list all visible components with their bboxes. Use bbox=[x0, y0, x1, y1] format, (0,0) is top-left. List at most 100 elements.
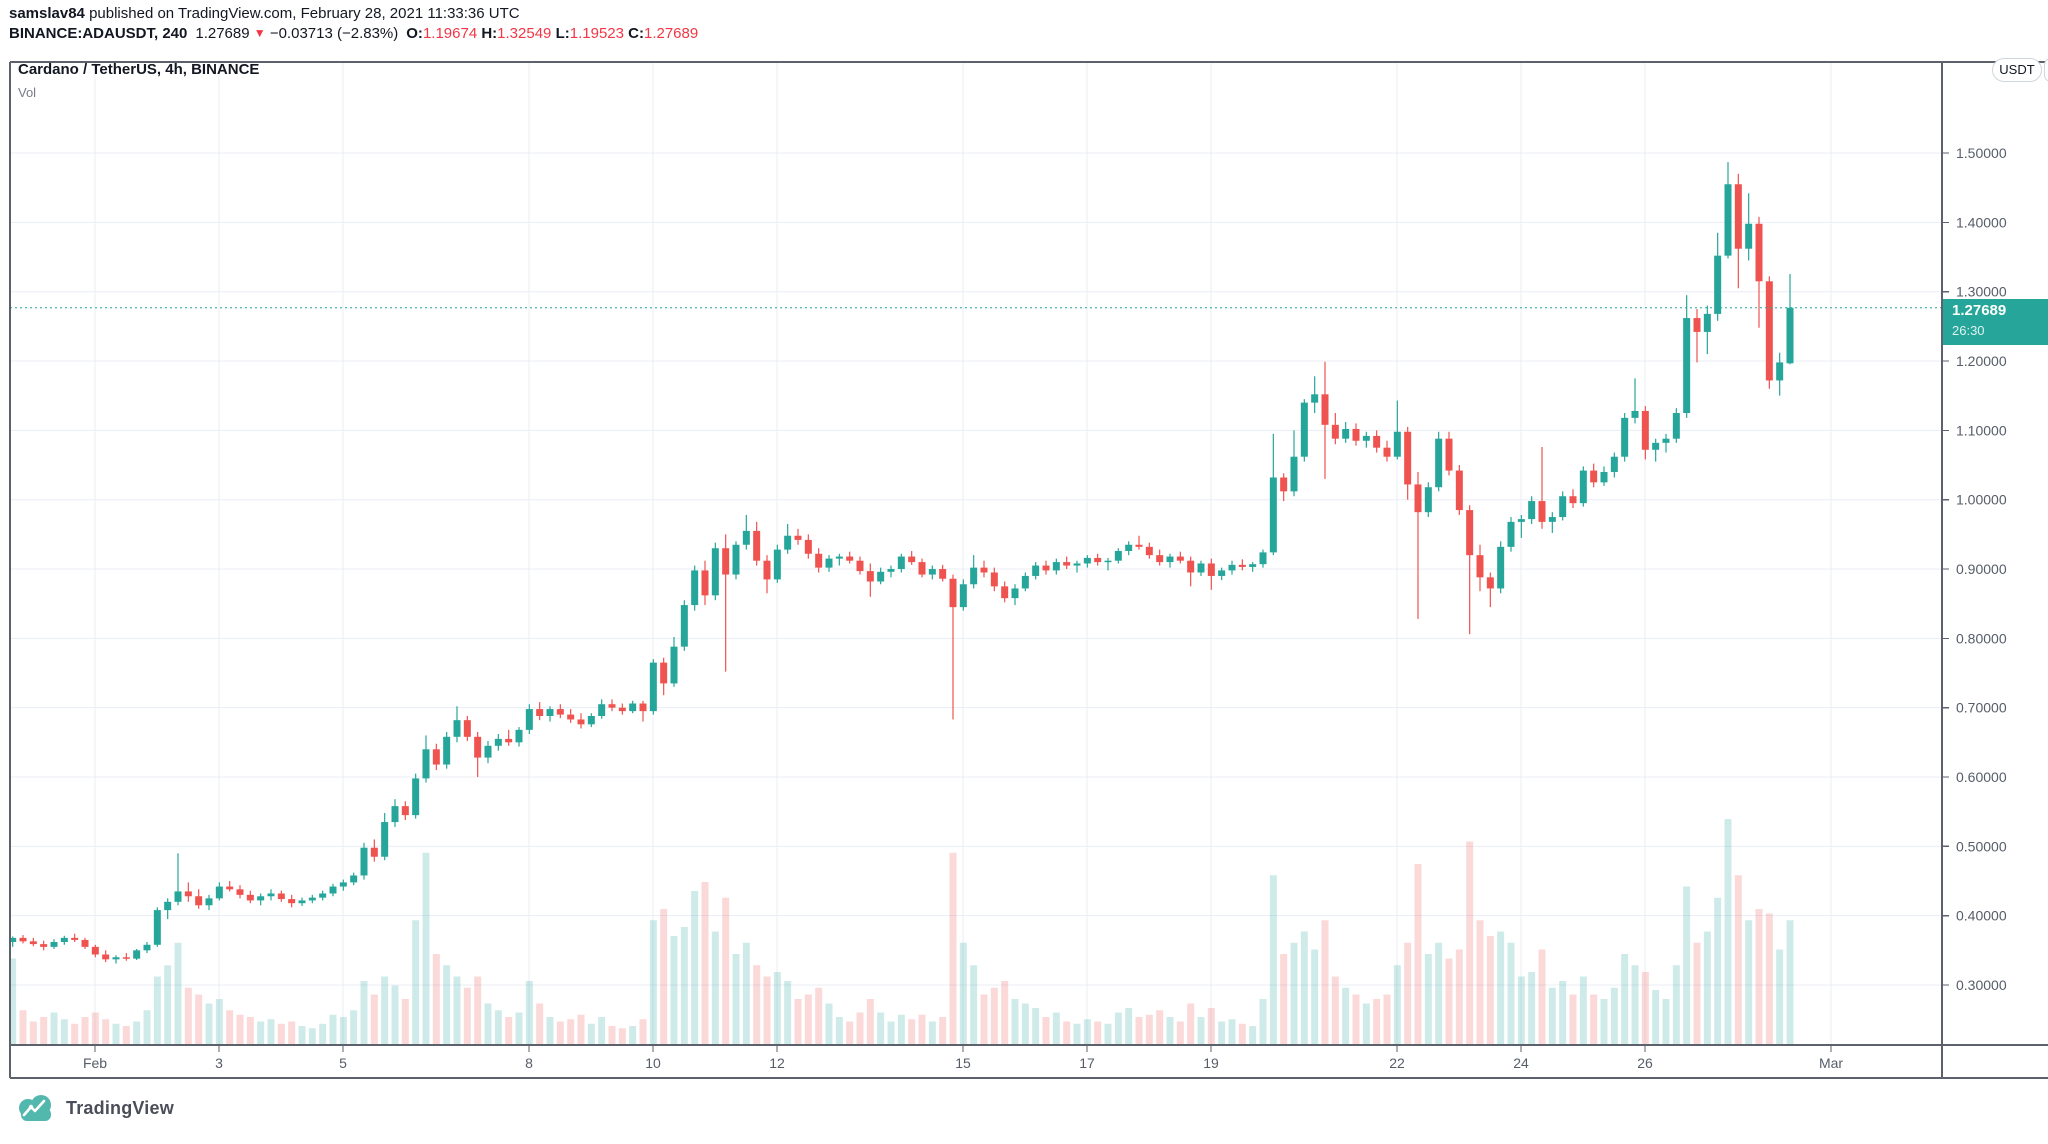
volume-bar bbox=[1063, 1021, 1071, 1044]
volume-bar bbox=[494, 1010, 502, 1044]
candle-body bbox=[701, 570, 709, 596]
volume-bar bbox=[1435, 942, 1443, 1044]
candle-body bbox=[1610, 456, 1618, 472]
volume-bar bbox=[122, 1026, 130, 1044]
candle-wick bbox=[1469, 505, 1471, 635]
candle-body bbox=[804, 539, 812, 554]
volume-bar bbox=[443, 965, 451, 1044]
volume-bar bbox=[1021, 1003, 1029, 1044]
volume-bar bbox=[1621, 954, 1629, 1044]
volume-bar bbox=[990, 987, 998, 1044]
candle-body bbox=[1755, 223, 1763, 282]
volume-bar bbox=[1786, 920, 1794, 1044]
volume-bar bbox=[319, 1023, 327, 1044]
candle-body bbox=[680, 605, 688, 647]
volume-bar bbox=[722, 897, 730, 1044]
candle-body bbox=[1300, 402, 1308, 457]
price-change: −0.03713 (−2.83%) bbox=[269, 25, 399, 42]
volume-bar bbox=[773, 972, 781, 1044]
candle-body bbox=[1734, 184, 1742, 249]
candle-body bbox=[257, 896, 265, 901]
candle-wick bbox=[725, 534, 727, 672]
candle-body bbox=[381, 822, 389, 857]
volume-bar bbox=[1321, 920, 1329, 1044]
volume-bar bbox=[308, 1028, 316, 1044]
price-axis-label: 0.70000 bbox=[1956, 700, 2007, 716]
volume-bar bbox=[732, 954, 740, 1044]
price-axis-label: 0.80000 bbox=[1956, 630, 2007, 646]
candle-body bbox=[112, 957, 120, 960]
candle-body bbox=[918, 562, 926, 575]
candle-body bbox=[928, 569, 936, 575]
candle-body bbox=[143, 944, 151, 951]
volume-bar bbox=[866, 999, 874, 1044]
candle-body bbox=[1135, 544, 1143, 547]
volume-bar bbox=[1001, 981, 1009, 1044]
volume-bar bbox=[360, 981, 368, 1044]
price-scale-area[interactable] bbox=[1942, 62, 2048, 1045]
candle-body bbox=[1631, 410, 1639, 418]
time-axis-label: 12 bbox=[769, 1055, 785, 1071]
chart-plot-area[interactable] bbox=[10, 62, 1942, 1045]
candle-body bbox=[763, 560, 771, 580]
candle-body bbox=[494, 738, 502, 746]
volume-bar bbox=[1569, 994, 1577, 1044]
candle-body bbox=[1528, 501, 1536, 520]
candle-body bbox=[1765, 281, 1773, 381]
candle-body bbox=[1342, 428, 1350, 439]
time-axis-label: 24 bbox=[1513, 1055, 1529, 1071]
candle-body bbox=[1228, 564, 1236, 571]
candle-body bbox=[184, 891, 192, 897]
candle-body bbox=[1424, 487, 1432, 513]
candle-body bbox=[246, 894, 254, 901]
candle-body bbox=[226, 886, 234, 890]
candle-body bbox=[1476, 555, 1484, 578]
candle-body bbox=[1662, 438, 1670, 443]
candle-body bbox=[1548, 517, 1556, 522]
candle-body bbox=[1311, 394, 1319, 403]
candle-body bbox=[50, 942, 58, 947]
candle-body bbox=[1156, 555, 1164, 563]
volume-bar bbox=[567, 1019, 575, 1044]
candle-body bbox=[474, 736, 482, 758]
candle-body bbox=[536, 709, 544, 716]
candle-body bbox=[577, 719, 585, 725]
candle-body bbox=[835, 556, 843, 559]
volume-bar bbox=[133, 1021, 141, 1044]
candle-wick bbox=[1655, 438, 1657, 462]
candle-body bbox=[887, 569, 895, 572]
volume-bar bbox=[918, 1014, 926, 1044]
candle-body bbox=[660, 662, 668, 684]
candle-wick bbox=[1076, 560, 1078, 573]
tradingview-logo[interactable]: TradingView bbox=[16, 1094, 174, 1122]
volume-bar bbox=[19, 1010, 27, 1044]
time-axis-label: 3 bbox=[215, 1055, 223, 1071]
candle-body bbox=[350, 875, 358, 883]
volume-bar bbox=[164, 965, 172, 1044]
volume-bar bbox=[1135, 1017, 1143, 1044]
candle-body bbox=[515, 729, 523, 743]
time-scale-area[interactable] bbox=[10, 1045, 2048, 1078]
candle-wick bbox=[838, 553, 840, 566]
volume-bar bbox=[804, 994, 812, 1044]
author-name: samslav84 bbox=[9, 5, 85, 22]
candle-body bbox=[1559, 496, 1567, 518]
candle-body bbox=[1745, 223, 1753, 249]
price-axis-label: 0.60000 bbox=[1956, 769, 2007, 785]
volume-bar bbox=[525, 981, 533, 1044]
candle-wick bbox=[1107, 557, 1109, 571]
candle-body bbox=[939, 569, 947, 579]
volume-indicator-label[interactable]: Vol bbox=[18, 85, 37, 100]
candle-body bbox=[484, 745, 492, 758]
price-axis-label: 0.50000 bbox=[1956, 838, 2007, 854]
candle-body bbox=[1621, 417, 1629, 457]
volume-bar bbox=[980, 994, 988, 1044]
volume-bar bbox=[1662, 999, 1670, 1044]
volume-bar bbox=[1228, 1019, 1236, 1044]
volume-bar bbox=[908, 1019, 916, 1044]
chart-legend-title[interactable]: Cardano / TetherUS, 4h, BINANCE bbox=[18, 61, 260, 78]
candle-wick bbox=[1138, 535, 1140, 550]
currency-toggle-button[interactable]: USDT bbox=[1992, 58, 2042, 82]
volume-bar bbox=[1280, 954, 1288, 1044]
